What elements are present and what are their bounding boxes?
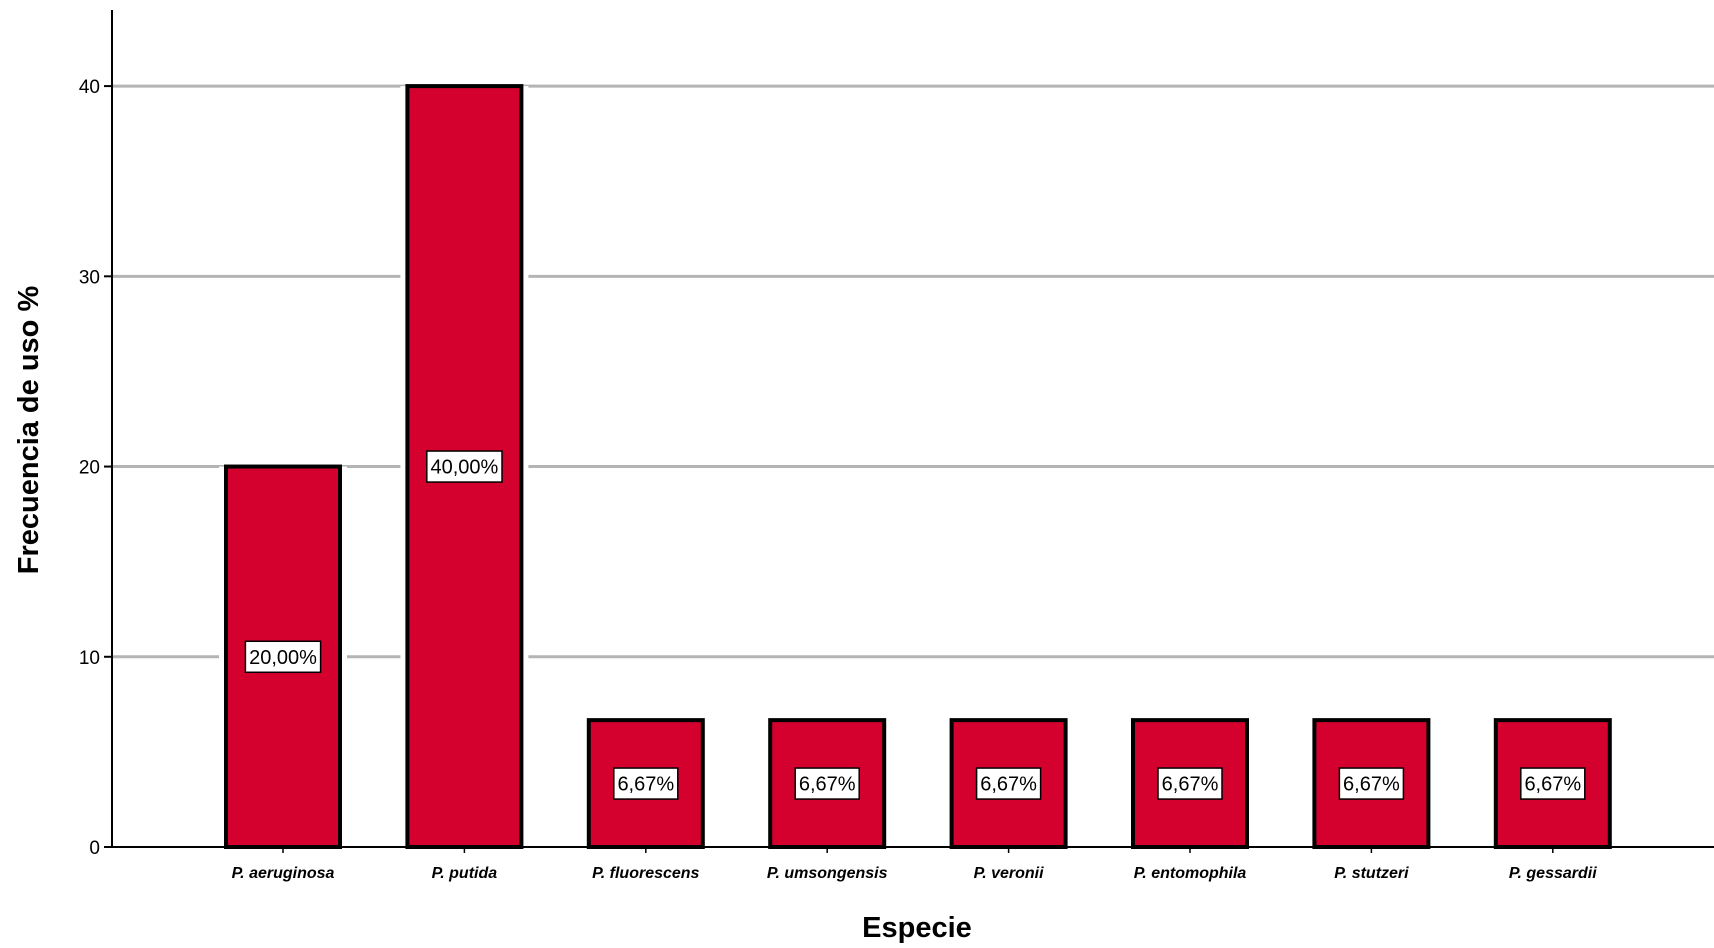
gridlines — [112, 84, 1714, 659]
y-tick-label: 0 — [89, 838, 100, 859]
y-tick-label: 40 — [79, 77, 100, 98]
data-label: 20,00% — [249, 647, 317, 669]
data-label-box — [975, 767, 1042, 800]
data-label-box — [794, 767, 860, 800]
x-tick-label: P. aeruginosa — [232, 865, 335, 882]
data-label-box — [426, 450, 503, 483]
x-tick-label: P. putida — [432, 865, 498, 882]
x-tick-label: P. gessardii — [1509, 865, 1597, 882]
x-tick-label: P. fluorescens — [592, 865, 699, 882]
data-label-box — [1157, 767, 1223, 800]
data-label: 6,67% — [799, 774, 856, 796]
data-label-box — [1338, 767, 1405, 800]
y-tick-label: 30 — [79, 267, 100, 288]
x-tick-label: P. umsongensis — [767, 865, 888, 882]
data-label: 6,67% — [1162, 774, 1219, 796]
axes: 0 10 20 30 40 — [79, 10, 1714, 859]
labels: P. aeruginosa 20,00% P. putida 40,00% P. flu… — [232, 450, 1597, 882]
y-tick-label: 10 — [79, 648, 100, 669]
data-label: 40,00% — [430, 457, 498, 479]
data-label: 6,67% — [617, 774, 674, 796]
data-label: 6,67% — [1343, 774, 1400, 796]
y-tick-label: 20 — [79, 458, 100, 479]
x-tick-label: P. veronii — [974, 865, 1045, 882]
x-tick-label: P. stutzeri — [1334, 865, 1409, 882]
data-label-box — [244, 640, 322, 674]
x-tick-label: P. entomophila — [1134, 865, 1247, 882]
data-label-box — [613, 767, 679, 800]
data-label-box — [1520, 767, 1586, 800]
y-axis-title: Frecuencia de uso % — [13, 286, 45, 575]
data-label: 6,67% — [980, 774, 1037, 796]
data-label: 6,67% — [1524, 774, 1581, 796]
x-axis-title: Especie — [862, 912, 972, 944]
